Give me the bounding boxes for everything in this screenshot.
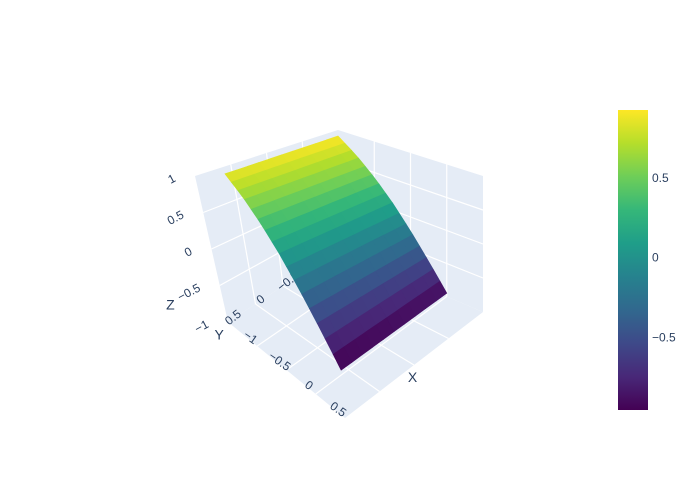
colorbar-tick-label: 0.5 — [652, 171, 669, 185]
z-tick-label: 0 — [182, 244, 195, 260]
surface-patch — [332, 346, 353, 371]
z-axis-title: Z — [166, 296, 175, 312]
y-axis-title: Y — [215, 327, 225, 343]
grid-line — [255, 303, 380, 392]
z-tick-label: −0.5 — [175, 280, 203, 304]
colorbar-tick-label: 0 — [652, 251, 659, 265]
z-tick-label: 0.5 — [165, 207, 187, 227]
colorbar: 0.5 0 −0.5 — [618, 110, 676, 410]
x-axis-title: X — [408, 369, 418, 385]
surface-mesh — [224, 135, 448, 371]
colorbar-gradient — [618, 110, 648, 410]
z-tick-label: 1 — [165, 171, 178, 187]
z-tick-label: −1 — [192, 317, 211, 336]
colorbar-tick-label: −0.5 — [652, 330, 676, 344]
